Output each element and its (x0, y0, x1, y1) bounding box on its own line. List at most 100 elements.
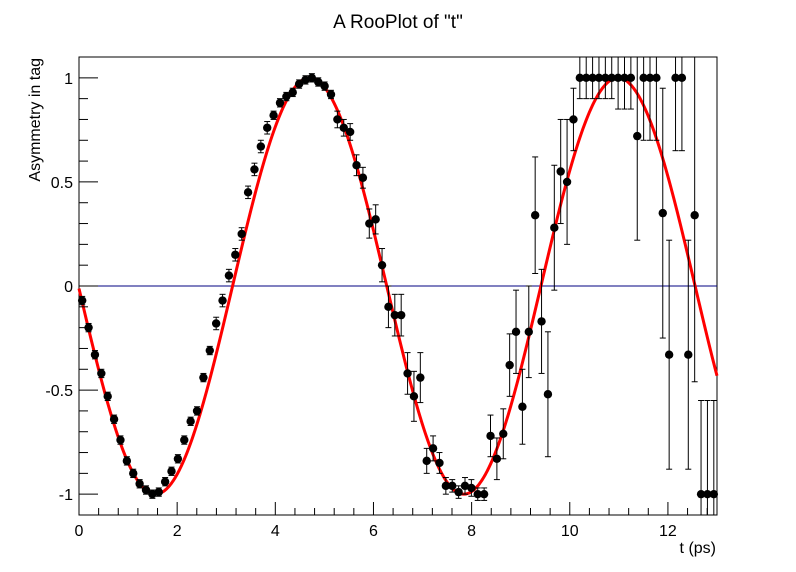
data-point (141, 485, 151, 495)
point-marker (307, 73, 317, 83)
data-point (256, 139, 266, 154)
point-marker (537, 317, 546, 326)
point-marker (192, 406, 202, 416)
point-marker (575, 73, 585, 83)
data-point (275, 98, 285, 108)
data-point (333, 110, 342, 129)
point-marker (218, 296, 227, 305)
point-marker (677, 73, 687, 83)
data-point (607, 56, 616, 100)
point-marker (607, 73, 616, 83)
point-marker (122, 456, 132, 466)
data-point (160, 477, 170, 487)
point-marker (275, 98, 285, 108)
data-point (84, 322, 93, 333)
point-marker (409, 392, 419, 401)
data-point (518, 368, 527, 445)
data-point (377, 248, 387, 283)
data-point (345, 123, 355, 141)
data-point (231, 248, 240, 262)
point-marker (282, 92, 291, 101)
data-point (237, 227, 246, 241)
point-marker (416, 373, 425, 382)
point-marker (377, 260, 387, 270)
data-point (263, 121, 272, 135)
data-point (180, 435, 189, 445)
data-point (77, 295, 87, 306)
point-marker (613, 73, 623, 83)
point-marker (658, 208, 667, 218)
point-marker (160, 477, 170, 486)
axis-ticks: 0 2 4 6 8 10 12 -1 -0.5 0 0.5 1 (45, 56, 708, 540)
data-point (390, 293, 400, 337)
point-marker (543, 390, 553, 399)
y-axis-label: Asymmetry in tag (27, 58, 44, 182)
data-point (524, 285, 533, 379)
point-marker (365, 219, 374, 228)
y-tick-label: 1 (64, 71, 73, 88)
data-point (148, 489, 157, 499)
data-point (301, 75, 310, 85)
data-point (97, 368, 106, 379)
data-point (339, 118, 348, 137)
data-point (626, 56, 636, 110)
data-point (403, 352, 412, 395)
data-point (703, 400, 712, 516)
y-tick-label: 0 (64, 279, 73, 296)
data-point (499, 408, 508, 460)
x-tick-label: 12 (659, 523, 677, 540)
data-point (492, 437, 502, 481)
point-marker (473, 489, 482, 499)
data-point (690, 56, 699, 383)
data-point (441, 477, 451, 495)
data-point (582, 56, 591, 100)
point-marker (199, 373, 208, 382)
point-marker (633, 131, 642, 141)
data-point (122, 456, 132, 466)
point-marker (588, 73, 597, 83)
data-point (294, 79, 304, 89)
data-point (454, 485, 463, 499)
point-marker (269, 111, 278, 120)
data-point (307, 73, 317, 83)
data-point (658, 87, 667, 339)
point-marker (77, 296, 87, 305)
data-point (192, 406, 202, 416)
x-axis-label: t (ps) (680, 540, 716, 557)
point-marker (263, 123, 272, 132)
point-marker (467, 483, 476, 493)
point-marker (384, 302, 393, 312)
point-marker (250, 165, 259, 174)
point-marker (396, 310, 406, 320)
data-point (588, 56, 597, 100)
data-point (696, 400, 706, 516)
point-marker (601, 73, 610, 83)
point-marker (141, 485, 151, 495)
point-marker (441, 481, 451, 491)
data-point (684, 239, 693, 470)
point-marker (345, 127, 355, 137)
point-marker (492, 454, 502, 463)
point-marker (390, 310, 400, 320)
data-point (639, 56, 648, 141)
point-marker (243, 188, 253, 197)
data-point (575, 56, 585, 100)
point-marker (709, 489, 719, 499)
data-point (479, 487, 489, 501)
point-marker (594, 73, 604, 83)
point-marker (135, 479, 144, 488)
point-marker (505, 360, 514, 370)
point-marker (211, 319, 221, 328)
point-marker (186, 417, 195, 426)
data-point (173, 454, 183, 464)
data-point (90, 350, 100, 360)
data-point (218, 293, 227, 308)
data-point (269, 110, 278, 120)
point-marker (205, 346, 214, 355)
point-marker (422, 456, 431, 466)
point-marker (339, 123, 348, 132)
data-point (428, 435, 438, 462)
data-point (396, 293, 406, 337)
point-marker (103, 392, 112, 401)
point-marker (524, 327, 533, 336)
